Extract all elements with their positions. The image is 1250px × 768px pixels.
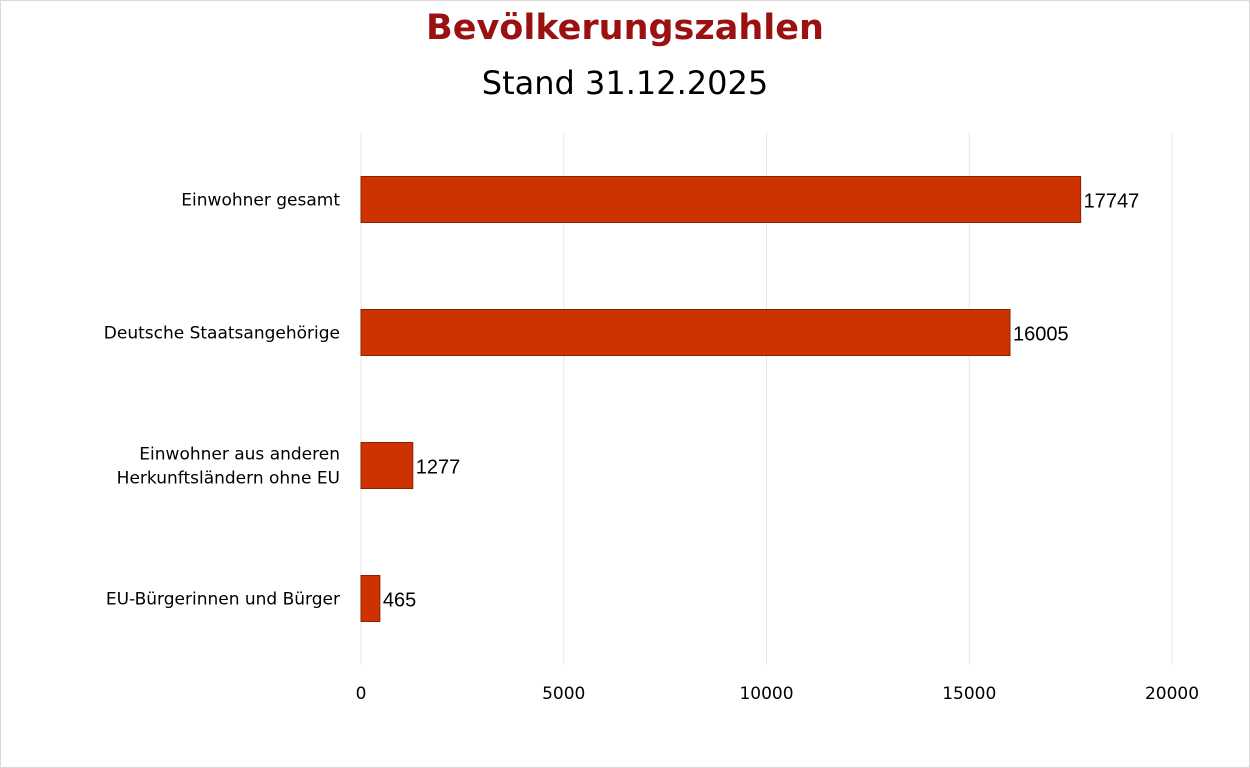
- bars: [360, 176, 1082, 622]
- category-labels: Einwohner gesamt Deutsche Staatsangehörig…: [104, 191, 341, 610]
- bar: [360, 176, 1082, 223]
- x-tick-label: 10000: [739, 684, 793, 704]
- x-tick-label: 20000: [1145, 684, 1199, 704]
- x-tick-label: 0: [356, 684, 367, 704]
- category-label: EU-Bürgerinnen und Bürger: [106, 590, 340, 610]
- bar: [360, 309, 1011, 356]
- category-label: Herkunftsländern ohne EU: [117, 469, 340, 489]
- category-label: Deutsche Staatsangehörige: [104, 324, 340, 344]
- x-tick-label: 15000: [942, 684, 996, 704]
- data-label: 465: [383, 590, 416, 612]
- chart-title: Bevölkerungszahlen: [426, 8, 824, 48]
- data-label: 1277: [416, 457, 461, 479]
- chart-subtitle: Stand 31.12.2025: [481, 64, 769, 102]
- bar: [360, 442, 414, 489]
- x-tick-label: 5000: [542, 684, 585, 704]
- category-label: Einwohner aus anderen: [139, 445, 340, 465]
- data-label: 17747: [1084, 191, 1140, 213]
- data-labels: 17747 16005 1277 465: [383, 191, 1139, 612]
- data-label: 16005: [1013, 324, 1069, 346]
- x-axis-ticks: 0 5000 10000 15000 20000: [356, 684, 1199, 704]
- category-label: Einwohner gesamt: [181, 191, 340, 211]
- bar: [360, 575, 381, 622]
